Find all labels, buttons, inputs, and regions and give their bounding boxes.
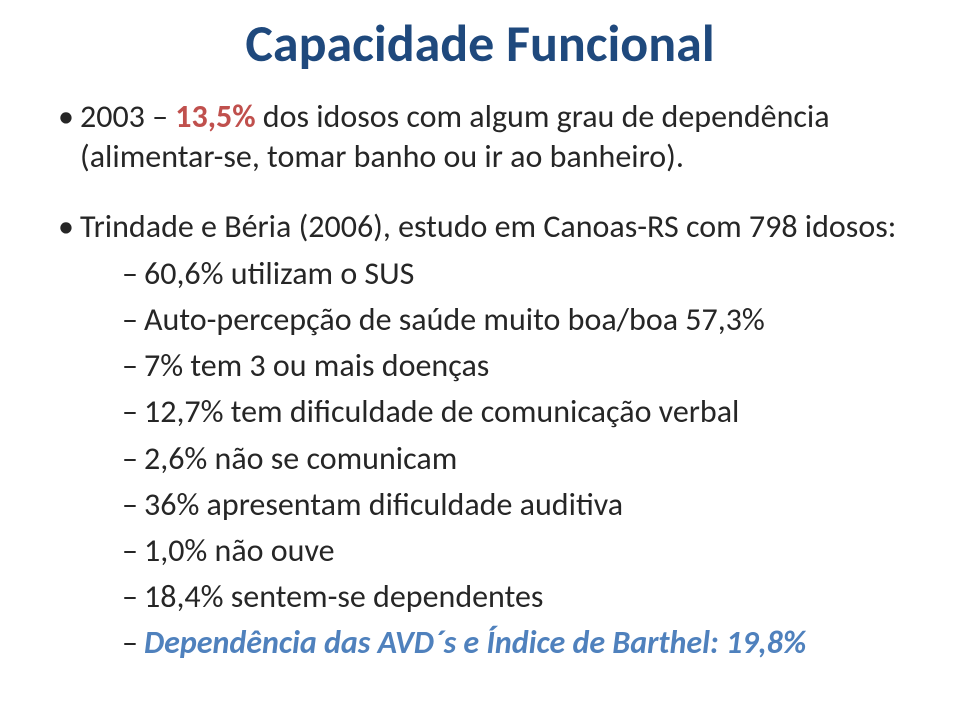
bullet1-stat: 13,5% (175, 97, 255, 136)
sub-text-5: 36% apresentam dificuldade auditiva (144, 485, 623, 524)
sub-item-6: 1,0% não ouve (122, 530, 948, 572)
sub-text-1: Auto-percepção de saúde muito boa/boa 57… (144, 300, 765, 339)
sub-text-6: 1,0% não ouve (144, 531, 335, 570)
sub-item-2: 7% tem 3 ou mais doenças (122, 345, 948, 387)
sub-bullet-list: 60,6% utilizam o SUS Auto-percepção de s… (80, 253, 948, 665)
bullet-item-2: Trindade e Béria (2006), estudo em Canoa… (58, 207, 948, 665)
sub-text-2: 7% tem 3 ou mais doenças (144, 346, 489, 385)
bullet-list: 2003 – 13,5% dos idosos com algum grau d… (0, 97, 960, 665)
sub-item-5: 36% apresentam dificuldade auditiva (122, 484, 948, 526)
sub-text-4: 2,6% não se comunicam (144, 439, 457, 478)
sub-text-0: 60,6% utilizam o SUS (144, 254, 414, 293)
sub-last-text: Dependência das AVD´s e Índice de Barthe… (144, 623, 806, 662)
sub-text-7: 18,4% sentem-se dependentes (144, 577, 543, 616)
sub-item-0: 60,6% utilizam o SUS (122, 253, 948, 295)
bullet2-line: Trindade e Béria (2006), estudo em Canoa… (80, 207, 896, 246)
bullet1-prefix: 2003 – (80, 97, 175, 136)
sub-text-3: 12,7% tem dificuldade de comunicação ver… (144, 392, 739, 431)
sub-item-last: Dependência das AVD´s e Índice de Barthe… (122, 622, 948, 664)
title-text: Capacidade Funcional (245, 11, 714, 75)
bullet-item-1: 2003 – 13,5% dos idosos com algum grau d… (58, 97, 948, 177)
sub-item-4: 2,6% não se comunicam (122, 438, 948, 480)
sub-item-7: 18,4% sentem-se dependentes (122, 576, 948, 618)
sub-item-1: Auto-percepção de saúde muito boa/boa 57… (122, 299, 948, 341)
slide-title: Capacidade Funcional (0, 16, 960, 71)
slide: { "title": { "text": "Capacidade Funcion… (0, 0, 960, 716)
sub-item-3: 12,7% tem dificuldade de comunicação ver… (122, 391, 948, 433)
